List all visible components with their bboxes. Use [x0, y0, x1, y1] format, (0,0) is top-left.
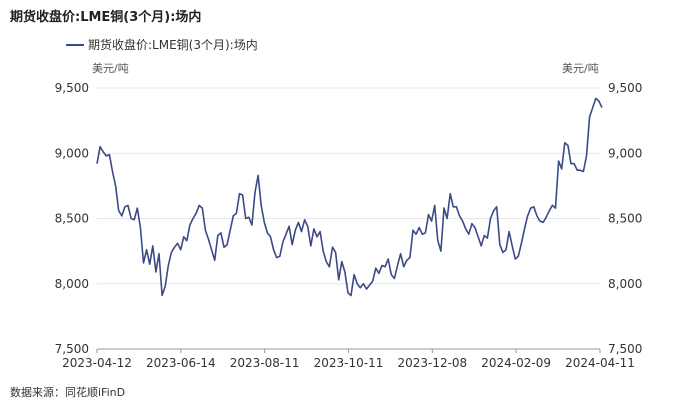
series-line-lme-copper — [96, 97, 603, 297]
legend-label: 期货收盘价:LME铜(3个月):场内 — [88, 38, 258, 52]
x-tick-label: 2023-10-11 — [314, 356, 384, 370]
y-tick-label-right: 9,000 — [608, 146, 642, 160]
right-unit-label: 美元/吨 — [562, 62, 599, 75]
legend: 期货收盘价:LME铜(3个月):场内 — [66, 36, 258, 53]
source-note: 数据来源：同花顺iFinD — [10, 386, 126, 399]
x-tick-label: 2023-04-12 — [62, 356, 132, 370]
y-tick-label-left: 7,500 — [55, 342, 89, 356]
y-tick-label-right: 8,000 — [608, 277, 642, 291]
y-tick-label-left: 9,500 — [55, 81, 89, 95]
y-tick-label-left: 9,000 — [55, 146, 89, 160]
x-tick-label: 2023-06-14 — [146, 356, 216, 370]
y-tick-label-right: 9,500 — [608, 81, 642, 95]
x-tick-label: 2024-02-09 — [481, 356, 551, 370]
x-tick-label: 2023-12-08 — [397, 356, 467, 370]
y-tick-label-right: 8,500 — [608, 212, 642, 226]
x-tick-label: 2023-08-11 — [230, 356, 300, 370]
y-tick-label-right: 7,500 — [608, 342, 642, 356]
legend-line-swatch — [66, 43, 84, 46]
chart-title: 期货收盘价:LME铜(3个月):场内 — [10, 10, 202, 25]
y-tick-label-left: 8,000 — [55, 277, 89, 291]
left-unit-label: 美元/吨 — [92, 62, 129, 75]
x-tick-label: 2024-04-11 — [565, 356, 635, 370]
y-tick-label-left: 8,500 — [55, 212, 89, 226]
